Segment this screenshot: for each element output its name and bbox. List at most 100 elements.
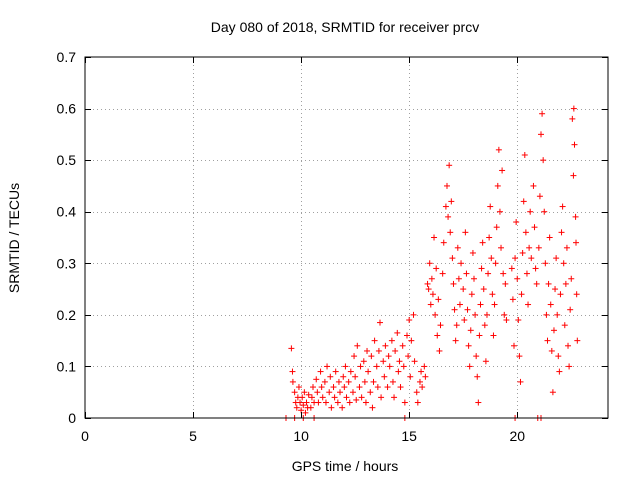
data-point [443,182,450,189]
data-point [389,378,396,385]
data-point [326,389,333,396]
data-point [397,384,404,391]
data-point [500,270,507,277]
data-point [392,347,399,354]
plot-frame [84,56,609,419]
data-point [528,255,535,262]
data-point [573,239,580,246]
data-point [483,311,490,318]
data-point [289,368,296,375]
data-point [404,332,411,339]
data-point [364,347,371,354]
data-point [493,224,500,231]
data-point [428,275,435,282]
data-point [571,141,578,148]
data-point [382,342,389,349]
data-point [502,280,509,287]
axis-ticks: 0 0.1 0.2 0.3 0.4 0.5 0.6 0.7 0 5 10 15 20 [57,49,608,444]
data-point [440,239,447,246]
data-point [351,353,358,360]
data-point [562,280,569,287]
data-point [406,317,413,324]
data-point [361,378,368,385]
data-point [462,229,469,236]
data-point [522,229,529,236]
data-point [299,394,306,401]
data-point [439,270,446,277]
x-tick-label: 5 [189,428,197,444]
data-point [345,378,352,385]
data-point [499,167,506,174]
y-tick-label: 0.1 [57,358,77,374]
data-point [492,260,499,267]
data-point [452,337,459,344]
data-point [349,389,356,396]
data-point [531,224,538,231]
data-point [425,286,432,293]
data-point [474,373,481,380]
data-point [375,347,382,354]
data-point [399,342,406,349]
data-point [302,409,309,416]
data-point [360,358,367,365]
data-point [538,131,545,138]
y-axis-label: SRMTID / TECUs [6,183,22,293]
y-tick-label: 0.7 [57,49,77,65]
data-point [436,347,443,354]
data-point [572,213,579,220]
data-point [490,332,497,339]
data-point [448,198,455,205]
data-point [297,399,304,406]
data-point [488,255,495,262]
data-point [307,404,314,411]
data-point [563,244,570,251]
data-point [510,342,517,349]
data-point [413,389,420,396]
data-point [313,376,320,383]
data-point [315,399,322,406]
data-point [437,322,444,329]
data-point [546,234,553,241]
data-point [380,358,387,365]
data-point [469,249,476,256]
data-point [523,270,530,277]
data-point [419,384,426,391]
data-point [388,337,395,344]
data-point [451,306,458,313]
data-point [314,389,321,396]
data-point [574,337,581,344]
data-point [570,105,577,112]
data-point [331,394,338,401]
data-point [460,286,467,293]
data-point [495,146,502,153]
data-point [556,368,563,375]
data-point [516,353,523,360]
data-point [567,306,574,313]
data-point [453,322,460,329]
data-point [487,203,494,210]
y-tick-label: 0.2 [57,307,77,323]
data-point [447,229,454,236]
data-point [566,363,573,370]
chart-title: Day 080 of 2018, SRMTID for receiver prc… [211,19,479,35]
data-point [486,234,493,241]
data-point [491,301,498,308]
data-point [461,317,468,324]
data-point [369,404,376,411]
data-point [536,193,543,200]
data-point [368,353,375,360]
data-point [295,384,302,391]
data-point [496,208,503,215]
data-point [327,373,334,380]
data-point [482,358,489,365]
data-point [475,399,482,406]
data-point [429,291,436,298]
data-point [442,203,449,210]
data-point [416,378,423,385]
data-point [517,378,524,385]
data-point [334,399,341,406]
data-point [548,347,555,354]
y-tick-label: 0 [68,410,76,426]
